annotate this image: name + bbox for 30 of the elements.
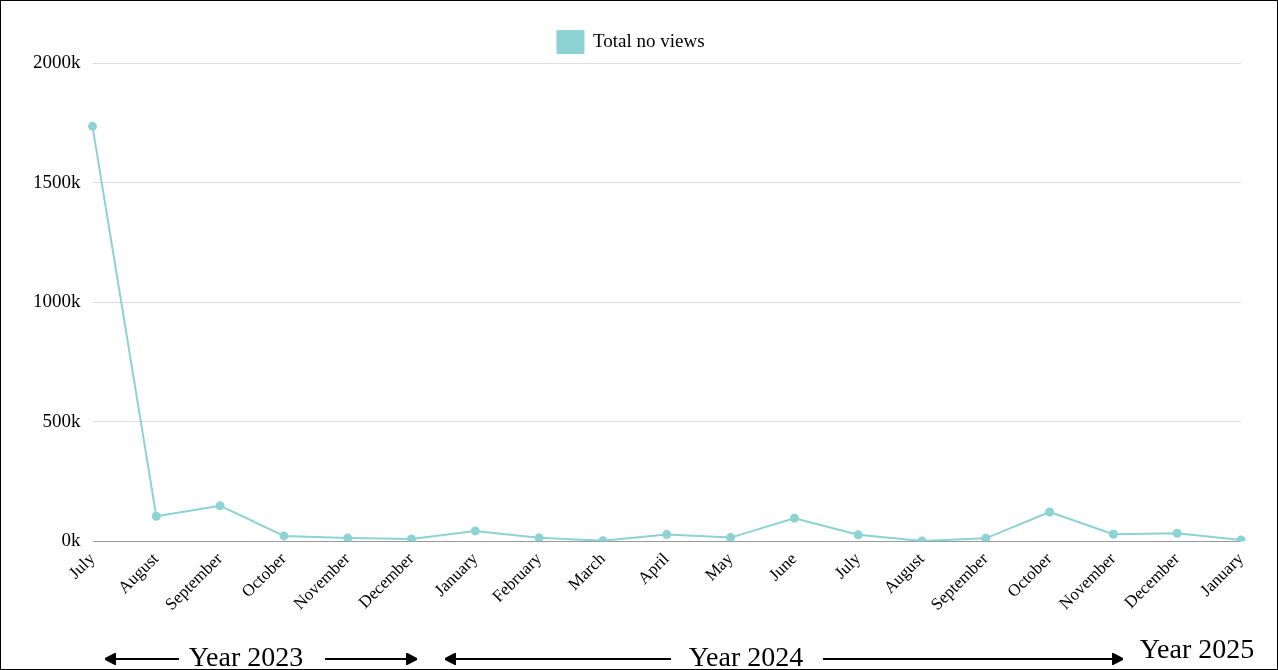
point (853, 530, 863, 540)
y-tick-label: 2000k (33, 50, 81, 72)
point (215, 501, 225, 511)
point (1172, 528, 1182, 538)
x-tick-label: July (65, 548, 99, 583)
legend-label: Total no views (592, 29, 705, 51)
point (1236, 535, 1246, 542)
point (407, 534, 417, 542)
point (470, 526, 480, 536)
point (534, 533, 544, 542)
point (662, 529, 672, 539)
y-tick-label: 1500k (33, 170, 81, 192)
point (981, 533, 991, 542)
point (279, 531, 289, 541)
point (1045, 507, 1055, 517)
point (343, 533, 353, 542)
point (151, 511, 161, 521)
point (726, 533, 736, 542)
x-tick-label: June (764, 548, 801, 585)
point (88, 121, 97, 131)
text: Year 2023 (188, 641, 304, 670)
point (789, 513, 799, 523)
x-tick-label: July (830, 548, 865, 583)
text: Year 2025 (1139, 633, 1255, 664)
y-tick-label: 0k (61, 529, 81, 551)
y-tick-label: 500k (42, 409, 81, 431)
text: Year 2024 (688, 641, 804, 670)
point (1108, 529, 1118, 539)
y-tick-label: 1000k (33, 290, 81, 312)
x-tick-label: May (701, 548, 737, 585)
